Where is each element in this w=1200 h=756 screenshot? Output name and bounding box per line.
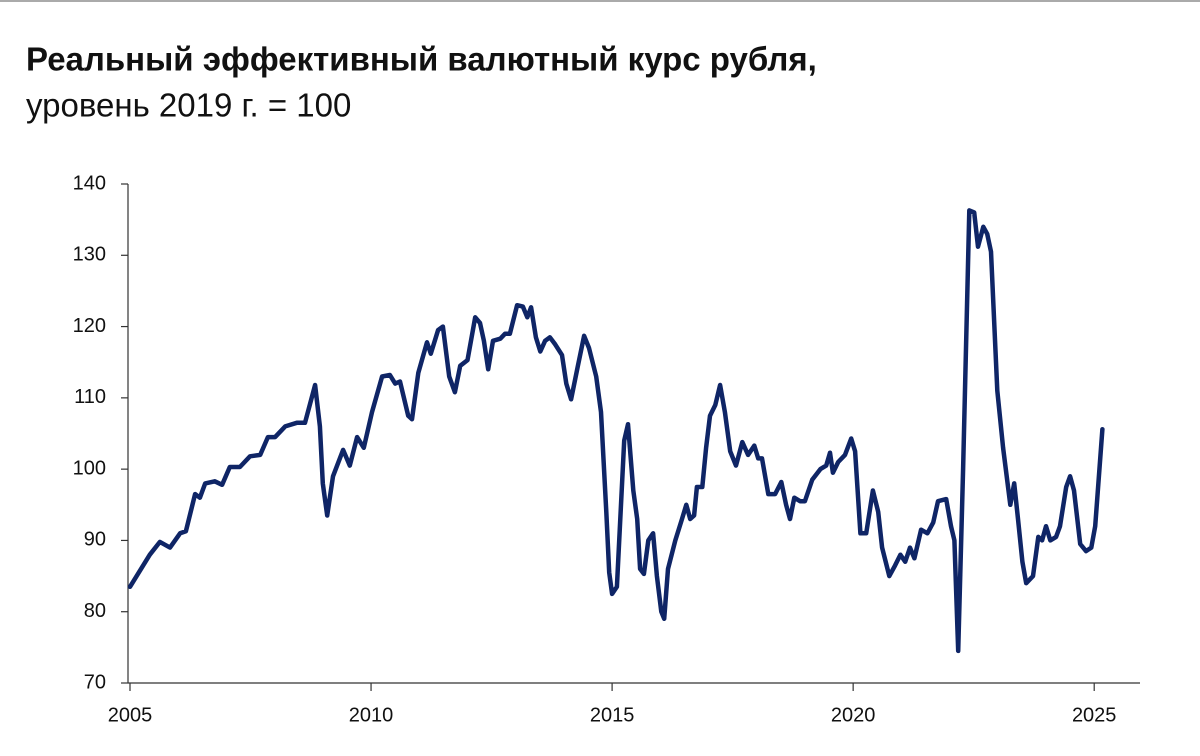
x-tick-label: 2015 (590, 704, 635, 726)
y-tick-label: 140 (73, 172, 106, 194)
data-line (127, 208, 1105, 654)
x-tick-label: 2005 (108, 704, 153, 726)
y-tick-label: 130 (73, 244, 106, 266)
y-tick-label: 80 (84, 600, 106, 622)
chart-subtitle: уровень 2019 г. = 100 (26, 87, 351, 124)
y-tick-label: 110 (74, 386, 106, 408)
chart-title: Реальный эффективный валютный курс рубля… (26, 41, 817, 78)
y-tick-label: 100 (73, 457, 106, 479)
y-tick-label: 120 (73, 315, 106, 337)
y-tick-label: 70 (84, 671, 106, 693)
x-tick-label: 2010 (349, 704, 394, 726)
x-tick-label: 2025 (1072, 704, 1117, 726)
x-tick-label: 2020 (831, 704, 876, 726)
y-tick-label: 90 (84, 529, 106, 551)
